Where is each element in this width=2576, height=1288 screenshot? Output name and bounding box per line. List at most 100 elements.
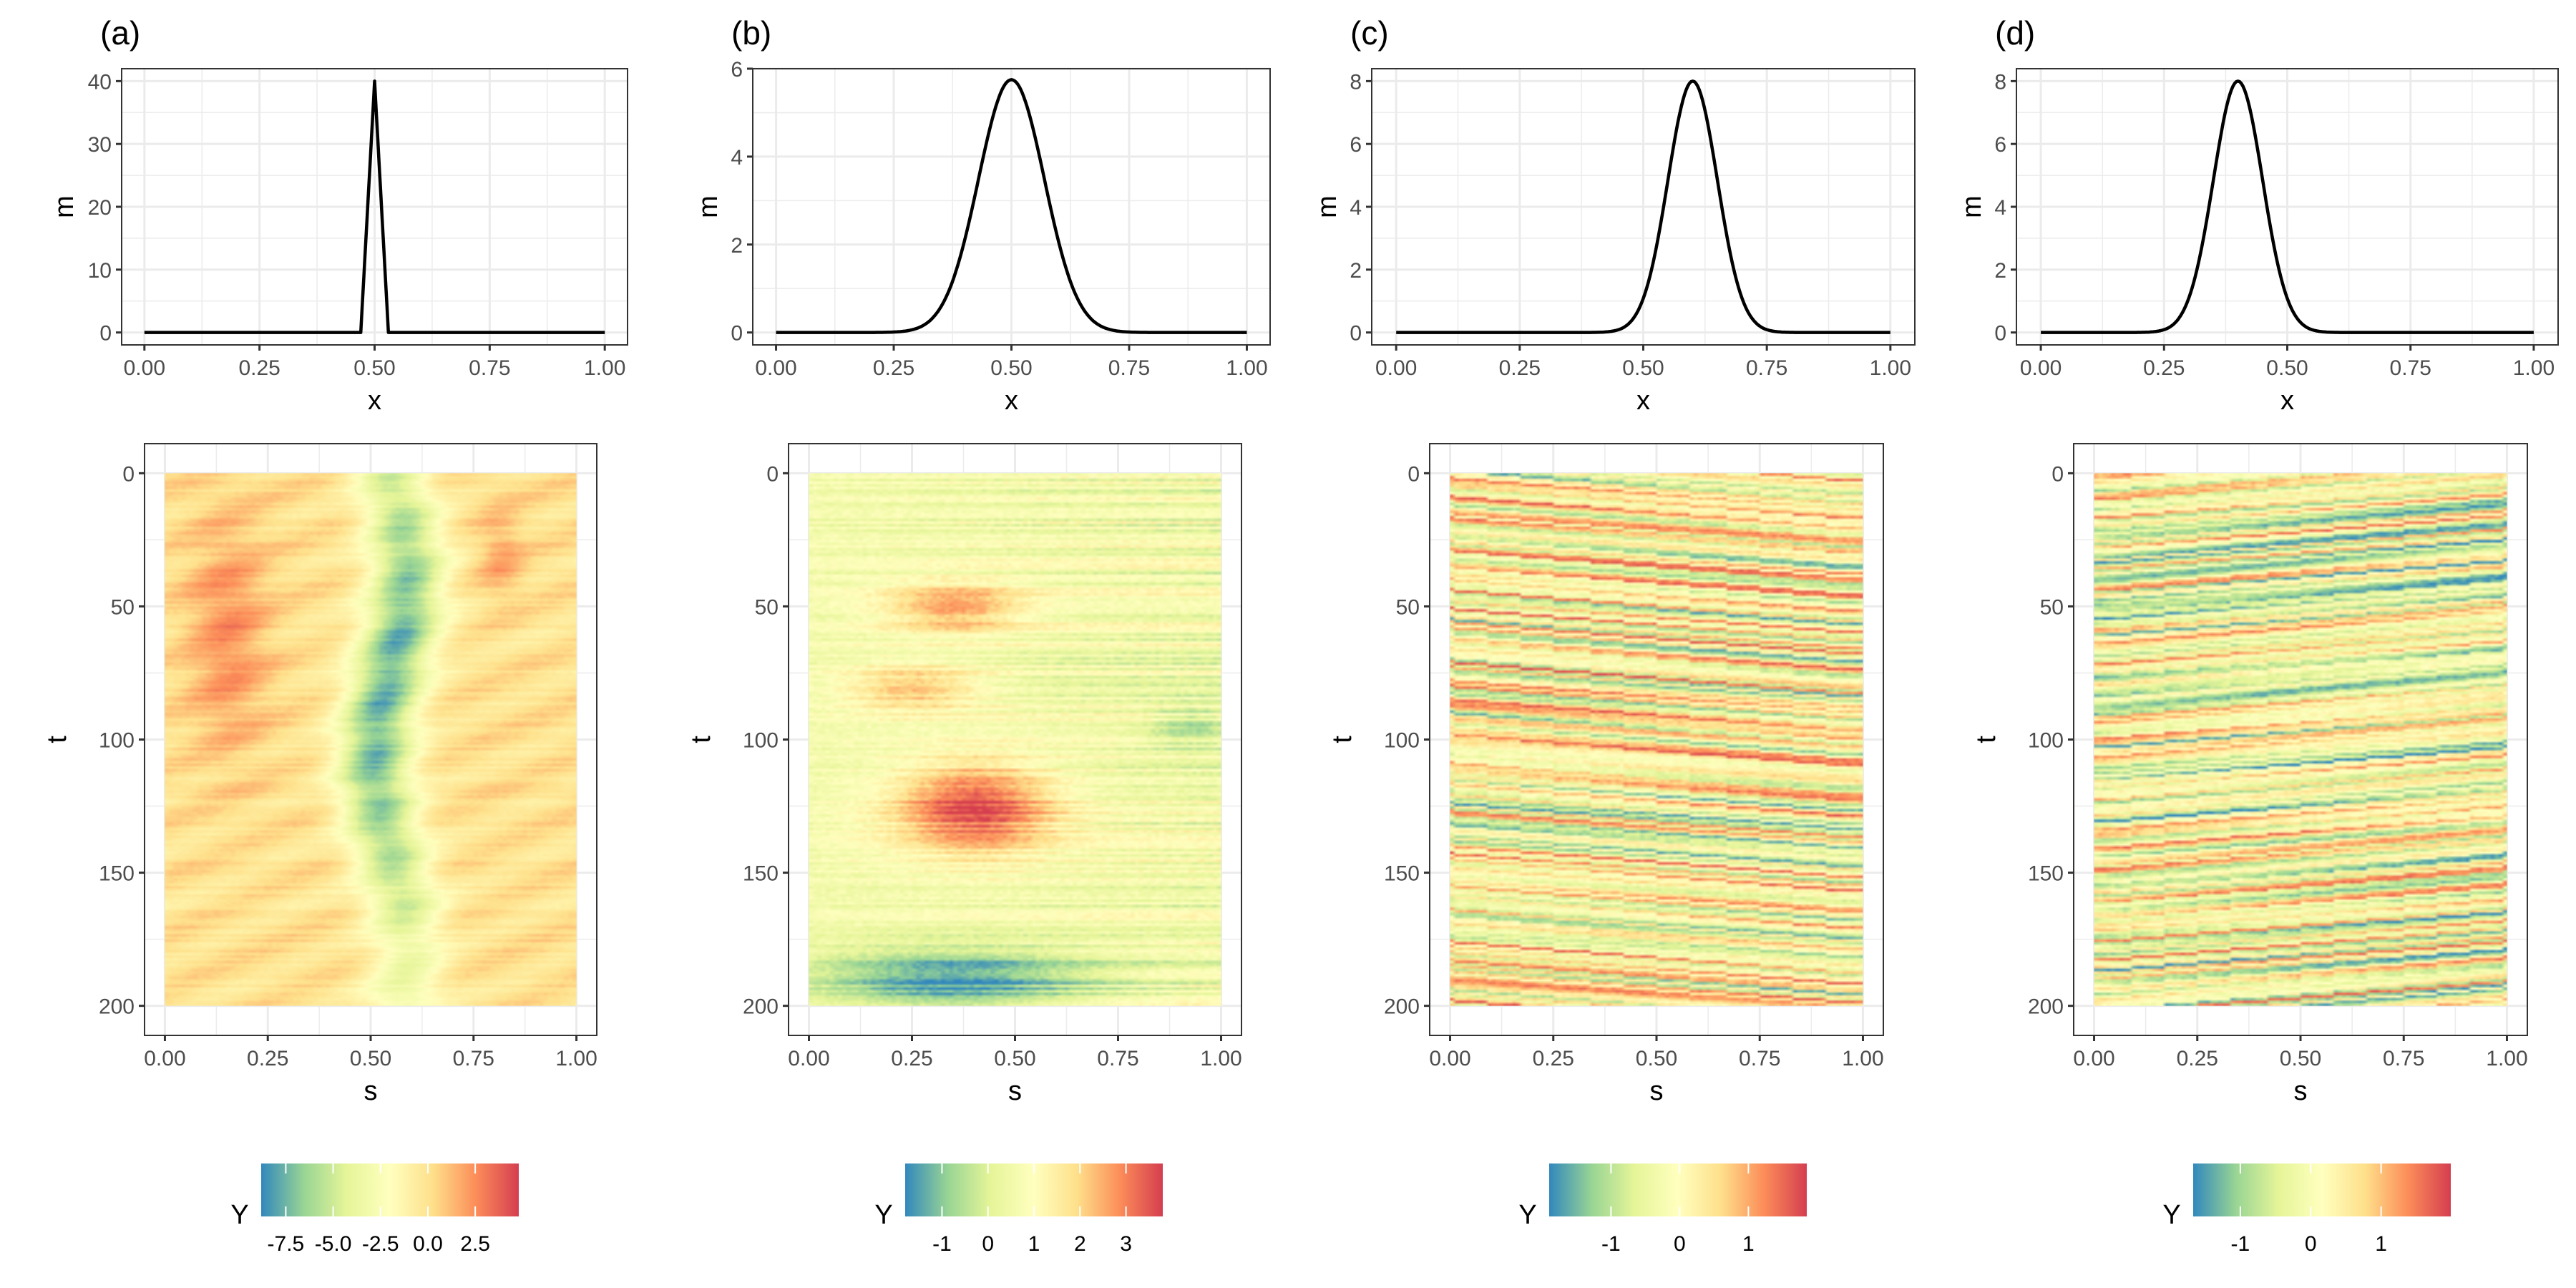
m-curve [1396,79,1890,334]
x-tick-label: 0.50 [1636,1047,1677,1070]
y-tick-label: 10 [88,259,112,283]
y-tick-label: 4 [1994,196,2006,220]
colorbar-label: -1 [1601,1232,1621,1256]
m-curve [144,79,605,334]
heatmap-raster [2094,473,2507,1006]
legend-title: Y [2162,1200,2180,1230]
x-tick-label: 1.00 [1226,356,1267,380]
panel-b: (b) 0.00 0.25 0.50 0.75 1.00 0 2 4 6 x m 0.00 0.25 0.5… [686,14,1271,1256]
panel-tag: (b) [731,14,771,52]
y-axis-title: t [1327,736,1357,743]
x-axis-title: x [1005,386,1018,416]
x-tick-label: 0.50 [1622,356,1664,380]
y-tick-label: 0 [122,462,135,486]
y-tick-label: 0 [2051,462,2064,486]
panel-tag: (a) [100,14,140,52]
y-tick-label: 150 [2028,862,2064,886]
y-tick-label: 150 [99,862,135,886]
y-tick-label: 6 [1350,133,1362,157]
x-tick-label: 1.00 [1870,356,1911,380]
y-tick-label: 2 [1350,259,1362,283]
y-tick-label: 0 [766,462,779,486]
y-tick-label: 40 [88,70,112,94]
y-tick-label: 100 [1384,729,1420,753]
y-tick-label: 30 [88,133,112,157]
m-curve [776,78,1247,334]
y-tick-label: 100 [743,729,779,753]
colorbar-label: 0 [2305,1232,2317,1256]
m-curve [2041,79,2534,334]
y-axis-title: m [693,195,723,218]
y-tick-label: 4 [731,146,743,170]
x-axis-title: x [368,386,381,416]
heatmap-plot: 0.00 0.25 0.50 0.75 1.00 0 50 100 150 200 s t [686,443,1242,1106]
x-tick-label: 0.00 [1375,356,1417,380]
colorbar [2193,1163,2451,1216]
x-tick-label: 0.50 [2266,356,2308,380]
colorbar-label: -7.5 [268,1232,305,1256]
y-tick-label: 6 [731,58,743,82]
panel-tag: (c) [1350,14,1389,52]
y-tick-label: 50 [755,595,779,619]
top-plot: 0.00 0.25 0.50 0.75 1.00 0 10 20 30 40 x m [49,68,628,416]
x-tick-label: 0.00 [2020,356,2062,380]
y-tick-label: 50 [1396,595,1420,619]
x-tick-label: 1.00 [1200,1047,1241,1070]
x-tick-label: 1.00 [2513,356,2555,380]
top-plot: 0.00 0.25 0.50 0.75 1.00 0 2 4 6 x m [693,58,1271,416]
y-tick-label: 0 [99,322,112,346]
x-tick-label: 0.25 [238,356,280,380]
y-tick-label: 0 [1994,322,2006,346]
x-tick-label: 0.75 [1746,356,1787,380]
colorbar-label: 1 [1742,1232,1755,1256]
x-tick-label: 0.75 [2390,356,2431,380]
colorbar-label: 2 [1074,1232,1086,1256]
colorbar-label: 0 [1674,1232,1686,1256]
y-tick-label: 150 [743,862,779,886]
y-tick-label: 50 [2040,595,2064,619]
x-tick-label: 0.00 [144,1047,185,1070]
x-tick-label: 0.75 [1739,1047,1780,1070]
colorbar [1549,1163,1807,1216]
y-tick-label: 150 [1384,862,1420,886]
y-tick-label: 200 [743,995,779,1019]
x-tick-label: 0.50 [2280,1047,2321,1070]
x-tick-label: 1.00 [2486,1047,2527,1070]
y-axis-title: t [42,736,72,743]
y-axis-title: t [1971,736,2001,743]
top-plot: 0.00 0.25 0.50 0.75 1.00 0 2 4 6 8 x m [1312,68,1916,416]
y-tick-label: 2 [1994,259,2006,283]
panel-tag: (d) [1995,14,2035,52]
colorbar-label: 3 [1120,1232,1132,1256]
x-tick-label: 0.75 [1108,356,1150,380]
colorbar-label: -1 [932,1232,952,1256]
y-tick-label: 0 [1350,322,1362,346]
y-tick-label: 200 [2028,995,2064,1019]
legend-title: Y [1518,1200,1536,1230]
y-tick-label: 6 [1994,133,2006,157]
colorbar [261,1163,519,1216]
y-tick-label: 0 [1407,462,1420,486]
x-tick-label: 0.75 [1097,1047,1138,1070]
x-axis-title: s [1650,1076,1664,1106]
x-tick-label: 0.25 [1499,356,1541,380]
x-tick-label: 0.00 [755,356,796,380]
y-tick-label: 8 [1994,70,2006,94]
x-tick-label: 0.00 [1429,1047,1470,1070]
y-tick-label: 100 [2028,729,2064,753]
heatmap-raster [809,473,1221,1006]
y-tick-label: 100 [99,729,135,753]
heatmap-plot: 0.00 0.25 0.50 0.75 1.00 0 50 100 150 200 s t [1327,443,1884,1106]
colorbar-legend: -1 0 1 2 3 Y [874,1163,1163,1256]
x-tick-label: 0.25 [247,1047,288,1070]
legend-title: Y [874,1200,892,1230]
colorbar-legend: -1 0 1 Y [2162,1163,2451,1256]
y-tick-label: 8 [1350,70,1362,94]
legend-title: Y [230,1200,248,1230]
x-tick-label: 1.00 [584,356,625,380]
colorbar-label: -2.5 [362,1232,399,1256]
x-tick-label: 1.00 [555,1047,597,1070]
x-tick-label: 0.25 [1533,1047,1574,1070]
